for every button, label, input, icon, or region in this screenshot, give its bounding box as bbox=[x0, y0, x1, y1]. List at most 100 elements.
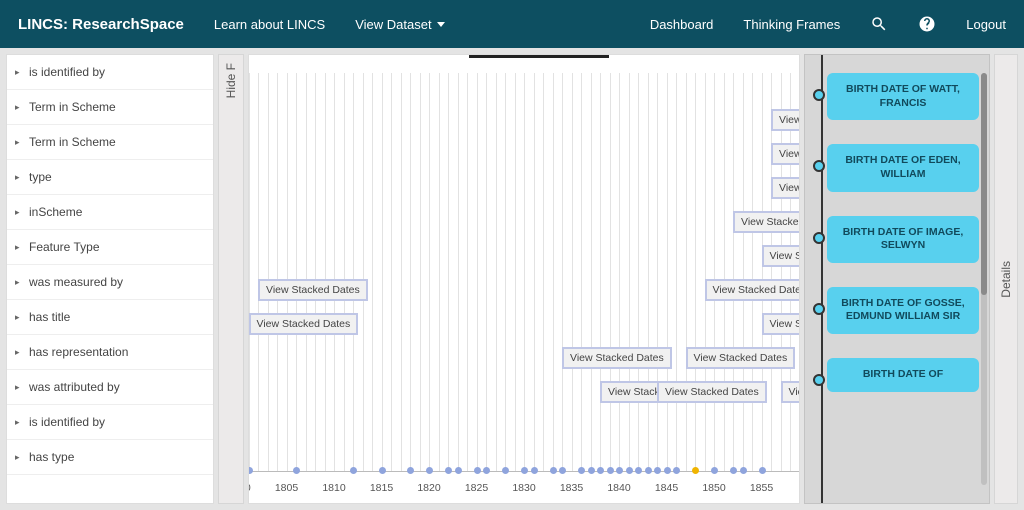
detail-card[interactable]: BIRTH DATE OF EDEN, WILLIAM bbox=[827, 144, 979, 191]
timeline-tick[interactable] bbox=[426, 467, 433, 474]
timeline-axis-label: 1820 bbox=[417, 482, 440, 494]
timeline-axis[interactable]: 1800180518101815182018251830183518401845… bbox=[249, 471, 799, 503]
timeline-axis-label: 1850 bbox=[702, 482, 725, 494]
sidebar-item[interactable]: was attributed by bbox=[7, 370, 213, 405]
sidebar-item[interactable]: Feature Type bbox=[7, 230, 213, 265]
timeline-event-chip[interactable]: View Stacked Dates bbox=[258, 279, 368, 301]
timeline-tick[interactable] bbox=[578, 467, 585, 474]
timeline-tick[interactable] bbox=[531, 467, 538, 474]
timeline-tick[interactable] bbox=[350, 467, 357, 474]
timeline-tick[interactable] bbox=[550, 467, 557, 474]
timeline-tick[interactable] bbox=[759, 467, 766, 474]
timeline-tick[interactable] bbox=[521, 467, 528, 474]
timeline-tick[interactable] bbox=[588, 467, 595, 474]
details-tab[interactable]: Details bbox=[994, 54, 1018, 504]
timeline-axis-label: 1810 bbox=[322, 482, 345, 494]
timeline-tick[interactable] bbox=[645, 467, 652, 474]
details-scrollbar-thumb[interactable] bbox=[981, 73, 987, 295]
timeline-axis-label: 1835 bbox=[560, 482, 583, 494]
detail-item: BIRTH DATE OF IMAGE, SELWYN bbox=[827, 216, 979, 263]
timeline-tick[interactable] bbox=[711, 467, 718, 474]
sidebar-item[interactable]: is identified by bbox=[7, 405, 213, 440]
detail-card[interactable]: BIRTH DATE OF bbox=[827, 358, 979, 392]
sidebar-item[interactable]: type bbox=[7, 160, 213, 195]
timeline-tick[interactable] bbox=[445, 467, 452, 474]
timeline-event-chip[interactable]: View Stacked Dates bbox=[249, 313, 358, 335]
timeline-event-chip[interactable]: View Stacked Dates bbox=[657, 381, 767, 403]
sidebar-item[interactable]: has representation bbox=[7, 335, 213, 370]
timeline-tick[interactable] bbox=[616, 467, 623, 474]
timeline-event-chip[interactable]: View Stacked Dates bbox=[762, 245, 800, 267]
timeline-tick[interactable] bbox=[293, 467, 300, 474]
nav-dashboard[interactable]: Dashboard bbox=[650, 17, 714, 32]
timeline-event-chip[interactable]: View Stacked Dates bbox=[771, 109, 799, 131]
timeline-tick[interactable] bbox=[407, 467, 414, 474]
app-body: is identified byTerm in SchemeTerm in Sc… bbox=[0, 48, 1024, 510]
timeline-tick[interactable] bbox=[248, 467, 253, 474]
detail-dot-icon bbox=[813, 303, 825, 315]
timeline-tick[interactable] bbox=[607, 467, 614, 474]
sidebar-item[interactable]: has title bbox=[7, 300, 213, 335]
timeline-axis-label: 1805 bbox=[275, 482, 298, 494]
timeline-tick[interactable] bbox=[692, 467, 699, 474]
sidebar-item[interactable]: has type bbox=[7, 440, 213, 475]
timeline-axis-label: 1815 bbox=[370, 482, 393, 494]
details-rail-line bbox=[821, 55, 823, 503]
timeline-event-chip[interactable]: View Stacked Dates bbox=[562, 347, 672, 369]
timeline-tick[interactable] bbox=[474, 467, 481, 474]
timeline-event-chip[interactable]: View Stacked Dates bbox=[733, 211, 799, 233]
sidebar: is identified byTerm in SchemeTerm in Sc… bbox=[6, 54, 214, 504]
timeline-axis-label: 1825 bbox=[465, 482, 488, 494]
sidebar-item[interactable]: Term in Scheme bbox=[7, 125, 213, 160]
timeline-canvas[interactable]: View Stacked DatesView StackeView Stacke… bbox=[249, 73, 799, 471]
timeline-event-chip[interactable]: View Stacked Dates bbox=[762, 313, 800, 335]
timeline-axis-label: 1840 bbox=[607, 482, 630, 494]
timeline-tick[interactable] bbox=[740, 467, 747, 474]
detail-item: BIRTH DATE OF GOSSE, EDMUND WILLIAM SIR bbox=[827, 287, 979, 334]
timeline-axis-label: 1845 bbox=[655, 482, 678, 494]
help-icon[interactable] bbox=[918, 15, 936, 33]
detail-card[interactable]: BIRTH DATE OF IMAGE, SELWYN bbox=[827, 216, 979, 263]
timeline-event-chip[interactable]: View Stacked Dates bbox=[705, 279, 800, 301]
timeline-event-chip[interactable]: View Stacked Dates bbox=[771, 177, 799, 199]
detail-item: BIRTH DATE OF EDEN, WILLIAM bbox=[827, 144, 979, 191]
details-rail: BIRTH DATE OF WATT, FRANCIS BIRTH DATE OF… bbox=[804, 54, 990, 504]
timeline-event-chip[interactable]: View Stacked Dates bbox=[686, 347, 796, 369]
timeline-tick[interactable] bbox=[664, 467, 671, 474]
sidebar-item[interactable]: was measured by bbox=[7, 265, 213, 300]
nav-view-dataset[interactable]: View Dataset bbox=[355, 17, 444, 32]
timeline-tick[interactable] bbox=[673, 467, 680, 474]
topbar: LINCS: ResearchSpace Learn about LINCS V… bbox=[0, 0, 1024, 48]
timeline-event-chip[interactable]: View Stacked Dates bbox=[781, 381, 800, 403]
timeline-tick[interactable] bbox=[502, 467, 509, 474]
timeline-tick[interactable] bbox=[626, 467, 633, 474]
timeline-tick[interactable] bbox=[597, 467, 604, 474]
timeline-axis-label: 1830 bbox=[512, 482, 535, 494]
detail-dot-icon bbox=[813, 160, 825, 172]
timeline-tick[interactable] bbox=[654, 467, 661, 474]
sidebar-item[interactable]: inScheme bbox=[7, 195, 213, 230]
detail-card[interactable]: BIRTH DATE OF WATT, FRANCIS bbox=[827, 73, 979, 120]
sidebar-item[interactable]: Term in Scheme bbox=[7, 90, 213, 125]
search-icon[interactable] bbox=[870, 15, 888, 33]
timeline-event-chip[interactable]: View Stacked Dates bbox=[771, 143, 799, 165]
detail-item: BIRTH DATE OF WATT, FRANCIS bbox=[827, 73, 979, 120]
timeline-tick[interactable] bbox=[379, 467, 386, 474]
hide-facets-tab[interactable]: Hide F bbox=[218, 54, 244, 504]
detail-dot-icon bbox=[813, 89, 825, 101]
timeline-tick[interactable] bbox=[635, 467, 642, 474]
timeline-tick[interactable] bbox=[559, 467, 566, 474]
timeline-tick[interactable] bbox=[730, 467, 737, 474]
nav-thinking-frames[interactable]: Thinking Frames bbox=[743, 17, 840, 32]
nav-logout[interactable]: Logout bbox=[966, 17, 1006, 32]
nav-view-dataset-label: View Dataset bbox=[355, 17, 431, 32]
timeline-tick[interactable] bbox=[455, 467, 462, 474]
chevron-down-icon bbox=[437, 22, 445, 27]
sidebar-item[interactable]: is identified by bbox=[7, 55, 213, 90]
timeline-tick[interactable] bbox=[483, 467, 490, 474]
details-tab-label: Details bbox=[999, 261, 1013, 298]
nav-learn-about-lincs[interactable]: Learn about LINCS bbox=[214, 17, 325, 32]
detail-card[interactable]: BIRTH DATE OF GOSSE, EDMUND WILLIAM SIR bbox=[827, 287, 979, 334]
details-scrollbar[interactable] bbox=[981, 73, 987, 485]
timeline-axis-label: 1855 bbox=[750, 482, 773, 494]
